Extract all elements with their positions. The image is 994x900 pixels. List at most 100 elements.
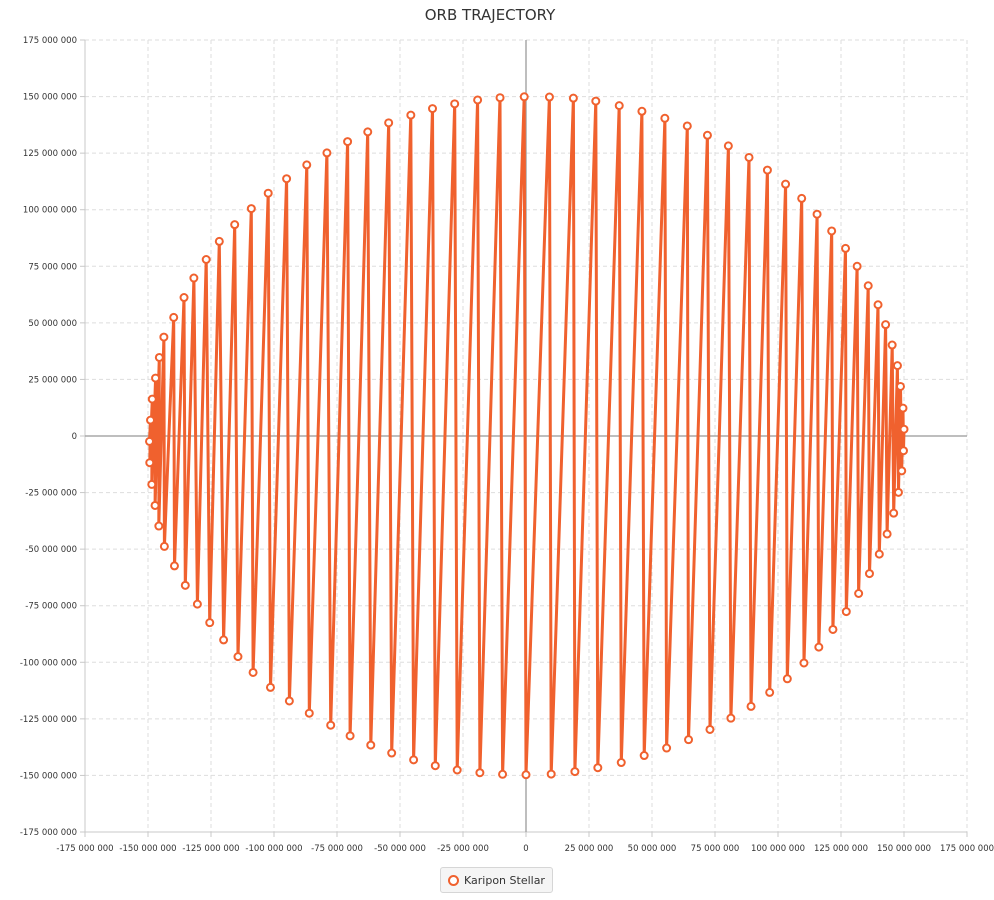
data-point xyxy=(498,769,508,779)
data-point xyxy=(782,674,792,684)
x-tick-label: 0 xyxy=(523,844,528,854)
data-point xyxy=(159,332,169,342)
data-point xyxy=(637,106,647,116)
data-point xyxy=(898,403,908,413)
data-point xyxy=(169,561,179,571)
data-point xyxy=(873,300,883,310)
data-point xyxy=(570,767,580,777)
y-tick-label: 75 000 000 xyxy=(28,262,77,272)
x-tick-label: 25 000 000 xyxy=(565,844,614,854)
y-tick-label: 100 000 000 xyxy=(23,206,77,216)
chart-title: ORB TRAJECTORY xyxy=(424,6,556,24)
data-point xyxy=(322,148,332,158)
data-point xyxy=(765,687,775,697)
y-tick-label: -150 000 000 xyxy=(20,771,77,781)
data-point xyxy=(854,588,864,598)
data-point xyxy=(214,236,224,246)
x-tick-label: 50 000 000 xyxy=(628,844,677,854)
data-point xyxy=(881,320,891,330)
data-point xyxy=(169,312,179,322)
data-point xyxy=(180,580,190,590)
data-point xyxy=(892,361,902,371)
data-point xyxy=(246,204,256,214)
y-tick-label: 25 000 000 xyxy=(28,375,77,385)
y-tick-label: 150 000 000 xyxy=(23,93,77,103)
data-point xyxy=(546,769,556,779)
data-point xyxy=(304,708,314,718)
data-point xyxy=(151,373,161,383)
data-point xyxy=(154,521,164,531)
data-point xyxy=(428,104,438,114)
data-point xyxy=(343,137,353,147)
data-point xyxy=(154,352,164,362)
data-point xyxy=(827,226,837,236)
data-point xyxy=(150,500,160,510)
y-tick-label: 175 000 000 xyxy=(23,36,77,46)
data-point xyxy=(345,731,355,741)
data-point xyxy=(616,758,626,768)
y-tick-label: -125 000 000 xyxy=(20,715,77,725)
data-point xyxy=(889,508,899,518)
data-point xyxy=(519,92,529,102)
data-point xyxy=(406,110,416,120)
x-tick-label: 175 000 000 xyxy=(940,844,994,854)
data-point xyxy=(219,635,229,645)
data-point xyxy=(366,740,376,750)
data-point xyxy=(897,466,907,476)
data-point xyxy=(898,446,908,456)
data-point xyxy=(864,569,874,579)
data-point xyxy=(723,141,733,151)
data-point xyxy=(205,618,215,628)
legend[interactable]: Karipon Stellar xyxy=(440,867,553,893)
data-point xyxy=(799,658,809,668)
y-tick-label: -100 000 000 xyxy=(20,658,77,668)
data-point xyxy=(895,381,905,391)
data-point xyxy=(863,281,873,291)
data-point xyxy=(705,724,715,734)
data-point xyxy=(614,101,624,111)
y-tick-label: 0 xyxy=(72,432,77,442)
x-tick-label: 150 000 000 xyxy=(877,844,931,854)
data-point xyxy=(192,599,202,609)
data-point xyxy=(591,96,601,106)
data-point xyxy=(302,160,312,170)
data-point xyxy=(544,92,554,102)
data-point xyxy=(828,624,838,634)
data-point xyxy=(639,751,649,761)
y-tick-label: -75 000 000 xyxy=(25,602,77,612)
data-point xyxy=(409,755,419,765)
x-tick-label: -150 000 000 xyxy=(119,844,176,854)
data-point xyxy=(384,118,394,128)
series-line xyxy=(148,95,906,777)
data-point xyxy=(887,340,897,350)
data-point xyxy=(201,254,211,264)
data-point xyxy=(284,696,294,706)
data-point xyxy=(387,748,397,758)
data-point xyxy=(882,529,892,539)
legend-label: Karipon Stellar xyxy=(464,873,545,887)
data-point xyxy=(568,93,578,103)
data-point xyxy=(450,99,460,109)
data-point xyxy=(233,652,243,662)
legend-marker-icon xyxy=(448,874,459,886)
y-tick-label: -50 000 000 xyxy=(25,545,77,555)
data-point xyxy=(475,768,485,778)
data-point xyxy=(263,188,273,198)
data-point xyxy=(744,152,754,162)
data-point xyxy=(147,479,157,489)
data-point xyxy=(265,682,275,692)
data-point xyxy=(874,549,884,559)
data-point xyxy=(430,761,440,771)
data-point xyxy=(147,394,157,404)
data-point xyxy=(145,436,155,446)
y-tick-label: -25 000 000 xyxy=(25,489,77,499)
x-tick-label: -125 000 000 xyxy=(182,844,239,854)
data-point xyxy=(797,193,807,203)
data-point xyxy=(762,165,772,175)
y-tick-label: -175 000 000 xyxy=(20,828,77,838)
data-point xyxy=(495,93,505,103)
data-point xyxy=(684,735,694,745)
data-point xyxy=(899,424,909,434)
